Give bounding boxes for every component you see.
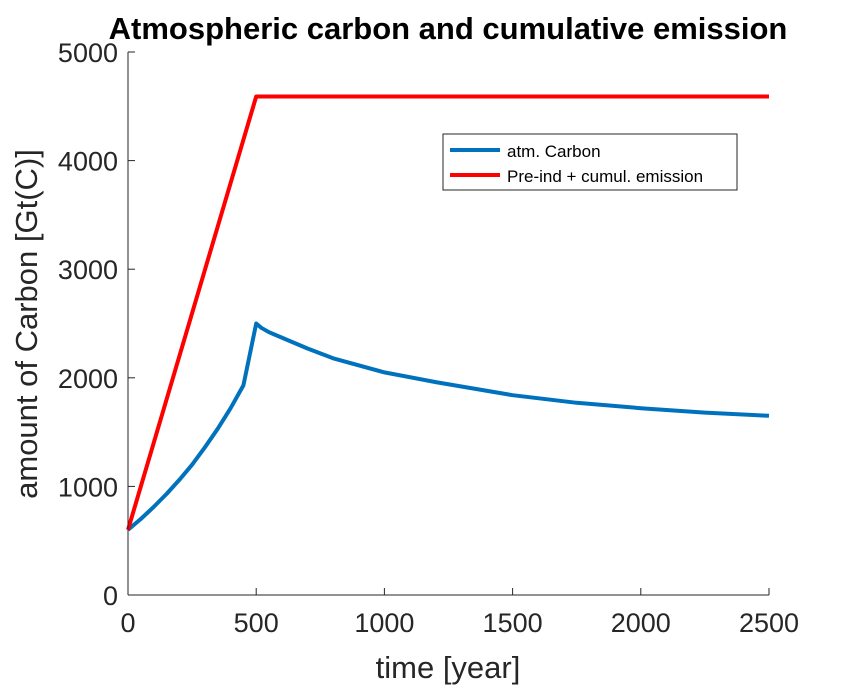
x-tick-label: 2000 xyxy=(611,608,671,638)
y-tick-label: 0 xyxy=(103,581,118,611)
y-tick-label: 2000 xyxy=(58,364,118,394)
legend-box xyxy=(442,133,738,191)
y-tick-label: 3000 xyxy=(58,255,118,285)
series-line-1 xyxy=(126,94,769,531)
legend-label-atm-carbon: atm. Carbon xyxy=(507,142,601,161)
plot-area xyxy=(128,52,769,595)
axes xyxy=(127,52,769,596)
series-line-0 xyxy=(126,321,770,532)
x-tick-label: 2500 xyxy=(739,608,799,638)
y-tick-label: 5000 xyxy=(58,38,118,68)
y-tick-label: 4000 xyxy=(58,147,118,177)
y-axis-label: amount of Carbon [Gt(C)] xyxy=(9,149,44,499)
ticks: 0 500 1000 1500 2000 2500 0 1000 2000 3000 4000 500… xyxy=(58,38,799,638)
x-tick-label: 500 xyxy=(234,608,279,638)
x-tick-label: 1500 xyxy=(483,608,543,638)
series-layer xyxy=(126,94,770,532)
chart-title: Atmospheric carbon and cumulative emissi… xyxy=(109,11,788,46)
x-axis-label: time [year] xyxy=(376,650,521,685)
plot-background xyxy=(128,52,769,595)
x-tick-label: 0 xyxy=(120,608,135,638)
legend: atm. Carbon Pre-ind + cumul. emission xyxy=(442,133,738,191)
legend-label-cumulative-emission: Pre-ind + cumul. emission xyxy=(507,167,703,186)
y-tick-label: 1000 xyxy=(58,472,118,502)
x-tick-label: 1000 xyxy=(354,608,414,638)
